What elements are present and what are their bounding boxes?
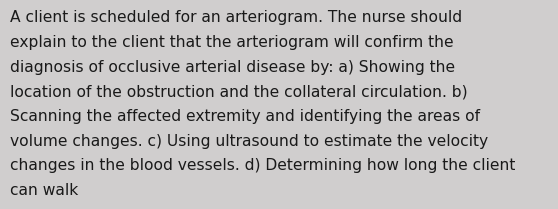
Text: changes in the blood vessels. d) Determining how long the client: changes in the blood vessels. d) Determi… xyxy=(10,158,516,173)
Text: diagnosis of occlusive arterial disease by: a) Showing the: diagnosis of occlusive arterial disease … xyxy=(10,60,455,75)
Text: explain to the client that the arteriogram will confirm the: explain to the client that the arteriogr… xyxy=(10,35,454,50)
Text: can walk: can walk xyxy=(10,183,78,198)
Text: Scanning the affected extremity and identifying the areas of: Scanning the affected extremity and iden… xyxy=(10,109,480,124)
Text: A client is scheduled for an arteriogram. The nurse should: A client is scheduled for an arteriogram… xyxy=(10,10,462,25)
Text: location of the obstruction and the collateral circulation. b): location of the obstruction and the coll… xyxy=(10,84,468,99)
Text: volume changes. c) Using ultrasound to estimate the velocity: volume changes. c) Using ultrasound to e… xyxy=(10,134,488,149)
